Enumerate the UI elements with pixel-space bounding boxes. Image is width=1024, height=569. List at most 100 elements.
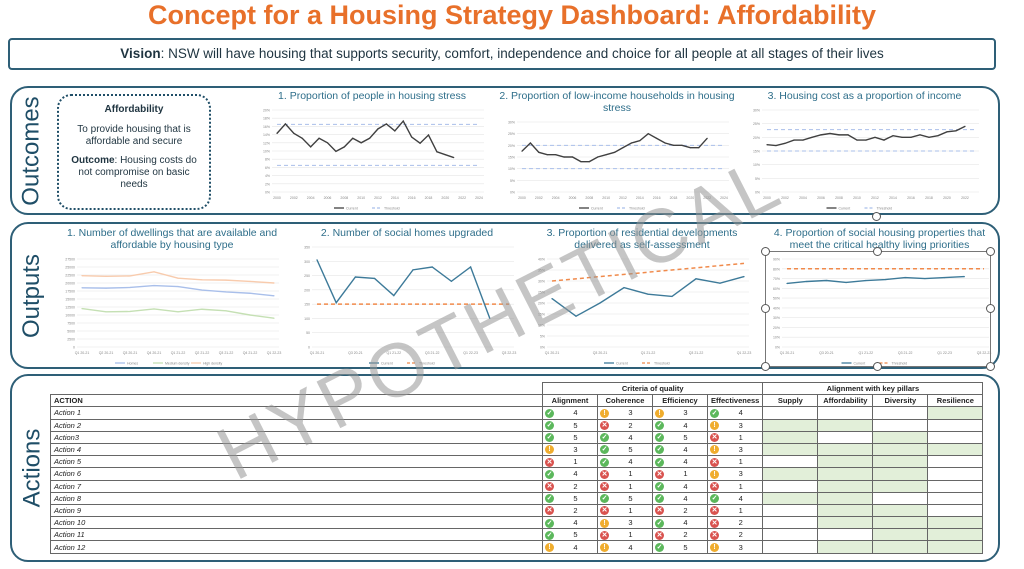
pillar-aligned-cell	[872, 430, 929, 444]
data-point	[639, 140, 641, 142]
outcomes-section: Outcomes Affordability To provide housin…	[10, 86, 1000, 215]
vision-text: : NSW will have housing that supports se…	[160, 46, 884, 61]
y-tick-label: 0%	[755, 191, 760, 195]
action-name: Action 4	[50, 442, 543, 457]
y-tick-label: 0%	[510, 191, 515, 195]
data-point	[354, 276, 356, 278]
outcome-chart-1[interactable]: 1. Proportion of people in housing stres…	[252, 90, 492, 212]
pillar-header: Resilience	[927, 394, 984, 408]
outcome-chart-3[interactable]: 3. Housing cost as a proportion of incom…	[742, 90, 987, 212]
x-tick-label: Q2 21-22	[195, 351, 210, 355]
y-tick-label: 8%	[265, 158, 270, 162]
rotate-handle[interactable]	[872, 212, 881, 221]
pillar-aligned-cell	[817, 418, 874, 432]
x-tick-label: 2012	[374, 196, 382, 200]
x-tick-label: 2004	[307, 196, 315, 200]
data-point	[129, 286, 131, 289]
y-tick-label: 25%	[753, 122, 760, 126]
check-circle-icon: ✓	[545, 469, 554, 479]
warning-circle-icon: !	[710, 445, 719, 455]
y-tick-label: 0	[73, 346, 75, 350]
table-row: Action 12! 4! 4 ✓ 5! 3	[50, 540, 984, 554]
data-point	[575, 315, 577, 317]
x-tick-label: Q3 22-23	[502, 351, 517, 355]
chart-title: 3. Housing cost as a proportion of incom…	[767, 90, 962, 102]
resize-handle-nw[interactable]	[761, 247, 770, 256]
y-tick-label: 15%	[508, 156, 515, 160]
output-chart-1[interactable]: 1. Number of dwellings that are availabl…	[57, 227, 287, 367]
criteria-score: ✓ 5	[542, 491, 598, 505]
criteria-score: ! 3	[706, 467, 764, 481]
data-point	[766, 144, 768, 146]
data-point	[316, 259, 318, 261]
output-chart-4-selected[interactable]: 4. Proportion of social housing properti…	[762, 227, 997, 367]
selection-frame	[765, 251, 991, 367]
criteria-header: Alignment	[542, 394, 598, 408]
x-tick-label: 2008	[585, 196, 593, 200]
resize-handle-w[interactable]	[761, 304, 770, 313]
x-tick-label: Q4 20-21	[147, 351, 162, 355]
resize-handle-s[interactable]	[873, 362, 882, 371]
y-tick-label: 20%	[508, 144, 515, 148]
y-tick-label: 0	[308, 346, 310, 350]
data-point	[829, 132, 831, 135]
pillar-aligned-cell	[872, 455, 929, 469]
legend-label: Current	[346, 207, 358, 211]
resize-handle-e[interactable]	[986, 304, 995, 313]
data-point	[385, 123, 388, 125]
data-point	[946, 131, 948, 133]
data-point	[546, 154, 548, 156]
check-circle-icon: ✓	[655, 482, 664, 491]
table-row: Action 5 ✕ 1 ✓ 4 ✓ 4 ✕ 1	[50, 455, 984, 469]
data-point	[273, 295, 275, 297]
x-tick-label: 2018	[670, 196, 678, 200]
resize-handle-n[interactable]	[873, 247, 882, 256]
y-tick-label: 200	[304, 288, 310, 292]
cross-circle-icon: ✕	[655, 469, 664, 479]
criteria-score: ✓ 4	[652, 479, 708, 493]
cross-circle-icon: ✕	[545, 482, 554, 491]
outcomes-label: Outcomes	[18, 95, 45, 206]
data-point	[81, 287, 83, 289]
pillar-empty-cell	[762, 479, 819, 493]
data-point	[105, 287, 107, 289]
x-tick-label: 2006	[817, 196, 825, 200]
y-tick-label: 25%	[508, 132, 515, 136]
outcome-chart-2[interactable]: 2. Proportion of low-income households i…	[497, 90, 737, 212]
pillar-aligned-cell	[817, 442, 874, 457]
data-point	[588, 161, 590, 163]
output-chart-2[interactable]: 2. Number of social homes upgraded 0 50 100…	[292, 227, 522, 367]
data-point	[436, 151, 438, 153]
criteria-score: ✕ 2	[706, 516, 764, 530]
data-point	[352, 137, 354, 139]
y-tick-label: 25000	[65, 266, 75, 270]
x-tick-label: Q1 21-22	[387, 351, 402, 355]
data-point	[622, 147, 624, 149]
pillar-aligned-cell	[872, 528, 929, 542]
pillar-empty-cell	[927, 418, 984, 432]
y-tick-label: 18%	[263, 117, 270, 121]
criteria-score: ! 3	[597, 516, 653, 530]
data-point	[293, 132, 295, 134]
criteria-score: ✕ 1	[597, 503, 653, 518]
x-tick-label: 2008	[835, 196, 843, 200]
cross-circle-icon: ✕	[710, 530, 719, 540]
cross-circle-icon: ✕	[600, 506, 609, 516]
criteria-score: ✕ 1	[652, 467, 708, 481]
x-tick-label: 2010	[357, 196, 365, 200]
pillar-empty-cell	[762, 455, 819, 469]
x-tick-label: Q1 21-22	[859, 351, 874, 355]
data-point	[706, 137, 708, 139]
data-point	[326, 142, 329, 144]
criteria-score: ✓ 4	[652, 455, 708, 469]
data-point	[177, 277, 179, 279]
pillar-empty-cell	[872, 406, 929, 420]
pillar-empty-cell	[762, 503, 819, 518]
resize-handle-se[interactable]	[986, 362, 995, 371]
resize-handle-sw[interactable]	[761, 362, 770, 371]
x-tick-label: Q1 22-23	[267, 351, 282, 355]
output-chart-3[interactable]: 3. Proportion of residential development…	[527, 227, 757, 367]
criteria-score: ✕ 2	[652, 528, 708, 542]
series-line-high-density	[81, 271, 275, 284]
resize-handle-ne[interactable]	[986, 247, 995, 256]
